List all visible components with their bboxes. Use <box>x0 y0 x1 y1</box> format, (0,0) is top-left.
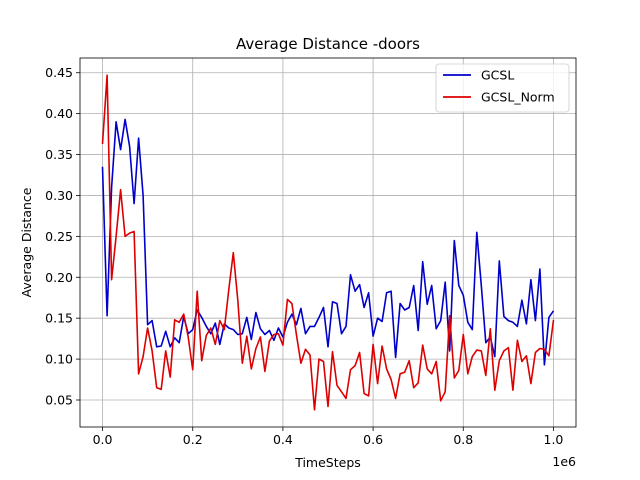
series-line-gcsl <box>101 118 555 366</box>
legend-box <box>435 63 570 113</box>
series-lines <box>101 74 555 411</box>
legend-label-gcsl: GCSL <box>481 68 514 83</box>
x-tick-label: 0.8 <box>453 432 473 447</box>
x-scale-offset-label: 1e6 <box>552 454 576 469</box>
y-tick-label: 0.15 <box>45 311 73 326</box>
y-axis-label: Average Distance <box>19 187 34 297</box>
y-tick-label: 0.10 <box>45 352 73 367</box>
chart-title: Average Distance -doors <box>236 35 420 53</box>
y-tick-label: 0.40 <box>45 106 73 121</box>
x-tick-label: 0.2 <box>183 432 203 447</box>
y-tick-label: 0.45 <box>45 65 73 80</box>
x-tick-label: 0.6 <box>363 432 383 447</box>
y-tick-label: 0.25 <box>45 229 73 244</box>
legend: GCSL GCSL_Norm <box>435 63 570 113</box>
y-tick-label: 0.05 <box>45 393 73 408</box>
legend-label-gcsl-norm: GCSL_Norm <box>481 90 555 105</box>
x-tick-label: 0.0 <box>93 432 113 447</box>
y-tick-label: 0.20 <box>45 270 73 285</box>
y-tick-label: 0.30 <box>45 188 73 203</box>
grid <box>80 58 576 427</box>
x-tick-label: 1.0 <box>544 432 564 447</box>
x-axis-label: TimeSteps <box>294 455 361 470</box>
series-line-gcsl-norm <box>101 74 555 411</box>
x-tick-label: 0.4 <box>273 432 293 447</box>
y-tick-label: 0.35 <box>45 147 73 162</box>
plot-frame <box>79 57 577 428</box>
axis-ticks: 0.0 0.2 0.4 0.6 0.8 1.0 0.05 0.10 0.15 0.20 0.25 0.… <box>45 65 563 447</box>
